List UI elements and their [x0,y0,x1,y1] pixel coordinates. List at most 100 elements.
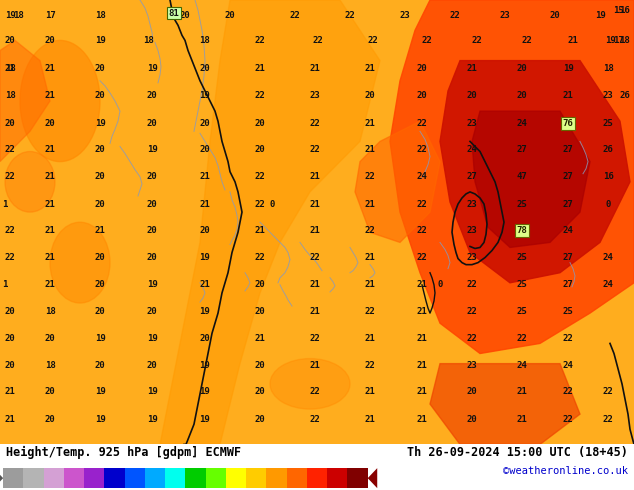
Text: 21: 21 [417,361,427,370]
Text: 21: 21 [365,199,375,209]
Text: 0: 0 [437,280,443,289]
Text: 22: 22 [365,307,375,316]
Text: 18: 18 [4,92,15,100]
Polygon shape [0,40,50,162]
Text: 18: 18 [603,64,613,73]
Text: 22: 22 [255,36,266,45]
Text: 27: 27 [562,172,573,181]
Text: 81: 81 [169,9,179,18]
Text: 22: 22 [309,388,320,396]
Text: 78: 78 [517,226,527,235]
Text: 19: 19 [94,36,105,45]
Text: 21: 21 [517,388,527,396]
Polygon shape [160,0,380,444]
Text: 18: 18 [200,36,210,45]
Text: 24: 24 [517,361,527,370]
Polygon shape [430,364,580,444]
Text: 23: 23 [467,119,477,128]
Text: 20: 20 [146,307,157,316]
Bar [226,468,246,488]
Text: 22: 22 [309,119,320,128]
Text: 21: 21 [417,415,427,424]
Text: 17: 17 [44,11,55,20]
Text: 47: 47 [517,172,527,181]
Text: 21: 21 [255,226,266,235]
Text: 19: 19 [146,64,157,73]
Text: 20: 20 [200,226,210,235]
Text: 20: 20 [44,334,55,343]
Text: 20: 20 [94,253,105,262]
Bar [105,468,125,488]
Text: 25: 25 [517,253,527,262]
Text: 21: 21 [200,199,210,209]
Text: 19: 19 [200,253,210,262]
Text: 20: 20 [146,253,157,262]
Text: 20: 20 [94,361,105,370]
Text: 24: 24 [417,172,427,181]
Bar [205,468,226,488]
Text: 25: 25 [603,119,613,128]
Text: 19: 19 [94,334,105,343]
Text: 21: 21 [309,64,320,73]
Text: 27: 27 [467,172,477,181]
Text: 20: 20 [417,64,427,73]
Text: 21: 21 [44,226,55,235]
Text: 22: 22 [417,199,427,209]
Text: 20: 20 [255,119,266,128]
Text: 20: 20 [467,388,477,396]
Text: 20: 20 [44,415,55,424]
Bar [23,468,44,488]
Text: 20: 20 [146,226,157,235]
Text: 18: 18 [44,361,55,370]
Bar [266,468,287,488]
Polygon shape [355,121,440,243]
Text: 21: 21 [309,199,320,209]
Text: 22: 22 [4,172,15,181]
Text: 21: 21 [200,172,210,181]
Text: 18: 18 [44,307,55,316]
Text: 21: 21 [44,64,55,73]
Text: 20: 20 [179,11,190,20]
Text: 19: 19 [94,388,105,396]
Text: 19: 19 [595,11,605,20]
Text: 20: 20 [517,64,527,73]
Text: 23: 23 [467,199,477,209]
Bar [145,468,165,488]
Text: Height/Temp. 925 hPa [gdpm] ECMWF: Height/Temp. 925 hPa [gdpm] ECMWF [6,446,242,459]
Text: 22: 22 [417,226,427,235]
Text: 24: 24 [562,361,573,370]
Text: 19: 19 [146,145,157,154]
Text: 21: 21 [44,253,55,262]
Text: 22: 22 [255,199,266,209]
Text: 21: 21 [255,64,266,73]
Text: ©weatheronline.co.uk: ©weatheronline.co.uk [503,466,628,476]
Text: 19: 19 [146,280,157,289]
Text: 22: 22 [345,11,356,20]
Text: 27: 27 [562,199,573,209]
Text: 21: 21 [44,172,55,181]
Text: 21: 21 [44,199,55,209]
Text: 20: 20 [200,145,210,154]
Text: 22: 22 [365,172,375,181]
Text: 24: 24 [467,145,477,154]
Text: 22: 22 [517,334,527,343]
Text: 21: 21 [562,92,573,100]
Text: 19: 19 [146,415,157,424]
Bar [125,468,145,488]
Bar [185,468,205,488]
Text: 20: 20 [94,145,105,154]
Text: 76: 76 [562,119,573,128]
Text: 22: 22 [422,36,432,45]
Text: 22: 22 [290,11,301,20]
Text: 22: 22 [467,307,477,316]
Text: 22: 22 [417,253,427,262]
Text: 17: 17 [612,36,623,45]
Text: 20: 20 [94,92,105,100]
Text: 20: 20 [94,307,105,316]
Text: 20: 20 [94,199,105,209]
Text: 22: 22 [4,145,15,154]
Text: 20: 20 [4,334,15,343]
Text: 18: 18 [94,11,105,20]
Text: 22: 22 [467,334,477,343]
Text: 23: 23 [603,92,613,100]
